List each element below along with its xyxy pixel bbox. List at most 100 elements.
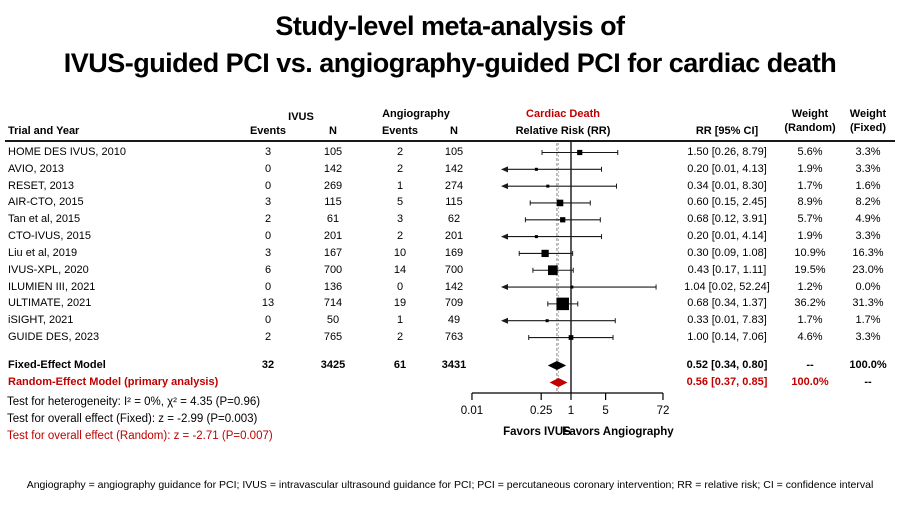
ivus-n: 115: [324, 196, 342, 209]
trial-name: ULTIMATE, 2021: [8, 297, 92, 310]
ivus-events: 0: [264, 162, 272, 175]
plot-header-relative-risk: Relative Risk (RR): [515, 125, 611, 137]
group-header-ivus: IVUS: [288, 111, 314, 123]
abbreviations-footnote: Angiography = angiography guidance for P…: [26, 479, 874, 491]
column-header-angio-events: Events: [381, 125, 419, 137]
trial-name: GUIDE DES, 2023: [8, 331, 100, 344]
weight-fixed: 1.6%: [855, 179, 881, 192]
column-header-ivus-n: N: [329, 125, 337, 137]
angio-events: 2: [396, 162, 404, 175]
page-title: Study-level meta-analysis of IVUS-guided…: [0, 8, 900, 82]
rr-ci: 0.20 [0.01, 4.13]: [687, 162, 767, 175]
weight-random: 1.9%: [797, 162, 823, 175]
angio-events: 1: [396, 314, 404, 327]
weight-random-header-top: Weight: [791, 108, 829, 120]
trial-name: AVIO, 2013: [8, 162, 65, 175]
rr-ci: 0.30 [0.09, 1.08]: [687, 246, 767, 259]
angio-n: 49: [447, 314, 461, 327]
ivus-n: 201: [323, 230, 343, 243]
table-row: Tan et al, 2015 2 61 3 62 0.68 [0.12, 3.91] 5.…: [0, 211, 900, 228]
trial-name: iSIGHT, 2021: [8, 314, 74, 327]
trial-name: AIR-CTO, 2015: [8, 196, 84, 209]
table-row: CTO-IVUS, 2015 0 201 2 201 0.20 [0.01, 4.14] 1…: [0, 228, 900, 245]
weight-fixed: 23.0%: [852, 263, 884, 276]
ivus-events: 3: [264, 246, 272, 259]
weight-fixed: 1.7%: [855, 314, 881, 327]
weight-fixed: 3.3%: [855, 162, 881, 175]
angio-events: 5: [396, 196, 404, 209]
weight-fixed: 0.0%: [855, 280, 881, 293]
angio-events: 2: [396, 146, 404, 158]
angio-events: 61: [393, 359, 407, 371]
weight-fixed-header-top: Weight: [849, 108, 887, 120]
angio-events: 19: [393, 297, 407, 310]
angio-n: 709: [444, 297, 464, 310]
weight-random: 1.7%: [797, 179, 823, 192]
angio-n: 763: [444, 331, 464, 344]
ivus-events: 6: [264, 263, 272, 276]
angio-events: 10: [393, 246, 407, 259]
ivus-events: 0: [264, 314, 272, 327]
weight-random: 36.2%: [794, 297, 826, 310]
axis-tick-label: 0.01: [461, 405, 483, 417]
rr-ci: 0.68 [0.12, 3.91]: [687, 213, 767, 226]
weight-fixed-header-bottom: (Fixed): [849, 122, 887, 134]
table-row: HOME DES IVUS, 2010 3 105 2 105 1.50 [0.26, 8…: [0, 144, 900, 161]
table-row: RESET, 2013 0 269 1 274 0.34 [0.01, 8.30] 1.7%…: [0, 178, 900, 195]
group-header-angiography: Angiography: [382, 108, 450, 120]
table-row: iSIGHT, 2021 0 50 1 49 0.33 [0.01, 7.83] 1.7% 1…: [0, 312, 900, 329]
title-line-1: Study-level meta-analysis of: [275, 11, 625, 41]
trial-name: IVUS-XPL, 2020: [8, 263, 89, 276]
rr-ci: 0.20 [0.01, 4.14]: [687, 230, 767, 243]
table-row: AIR-CTO, 2015 3 115 5 115 0.60 [0.15, 2.45] 8.…: [0, 194, 900, 211]
trial-name: CTO-IVUS, 2015: [8, 230, 91, 243]
angio-n: 115: [445, 196, 463, 209]
ivus-n: 3425: [320, 359, 346, 371]
angio-n: 142: [444, 162, 464, 175]
ivus-events: 32: [261, 359, 275, 371]
ivus-n: 136: [323, 280, 343, 293]
axis-tick-label: 0.25: [530, 405, 552, 417]
table-row: IVUS-XPL, 2020 6 700 14 700 0.43 [0.17, 1.11]…: [0, 262, 900, 279]
ivus-n: 700: [323, 263, 343, 276]
angio-n: 274: [444, 179, 464, 192]
header-rule: [5, 140, 895, 142]
table-row: AVIO, 2013 0 142 2 142 0.20 [0.01, 4.13] 1.9% 3…: [0, 161, 900, 178]
angio-n: 700: [444, 263, 464, 276]
rr-ci: 0.52 [0.34, 0.80]: [686, 359, 768, 371]
weight-random: 10.9%: [794, 246, 826, 259]
weight-fixed: 3.3%: [855, 230, 881, 243]
table-row: ULTIMATE, 2021 13 714 19 709 0.68 [0.34, 1.37…: [0, 295, 900, 312]
test-overall-fixed: Test for overall effect (Fixed): z = -2.…: [7, 413, 258, 425]
angio-n: 105: [444, 146, 464, 158]
weight-random: 1.2%: [797, 280, 823, 293]
weight-random: 1.7%: [797, 314, 823, 327]
weight-fixed: 3.3%: [855, 331, 881, 344]
weight-fixed: 16.3%: [852, 246, 884, 259]
trial-name: Liu et al, 2019: [8, 246, 78, 259]
ivus-events: 3: [264, 146, 272, 158]
trial-name: ILUMIEN III, 2021: [8, 280, 96, 293]
axis-tick-label: 5: [602, 405, 608, 417]
angio-n: 169: [444, 246, 464, 259]
weight-random: --: [806, 359, 814, 371]
column-header-angio-n: N: [450, 125, 458, 137]
favors-ivus-label: Favors IVUS: [503, 426, 571, 438]
angio-n: 3431: [441, 359, 467, 371]
axis-tick-label: 72: [657, 405, 670, 417]
table-row: ILUMIEN III, 2021 0 136 0 142 1.04 [0.02, 52.…: [0, 279, 900, 296]
weight-random: 100.0%: [791, 376, 829, 388]
column-header-ivus-events: Events: [249, 125, 287, 137]
ivus-n: 167: [323, 246, 343, 259]
weight-fixed: 31.3%: [852, 297, 884, 310]
angio-n: 62: [447, 213, 461, 226]
weight-fixed: 4.9%: [855, 213, 881, 226]
trial-name: RESET, 2013: [8, 179, 75, 192]
ivus-n: 269: [323, 179, 343, 192]
weight-random: 5.7%: [797, 213, 823, 226]
rr-ci: 0.33 [0.01, 7.83]: [687, 314, 767, 327]
angio-events: 2: [396, 331, 404, 344]
table-row: Liu et al, 2019 3 167 10 169 0.30 [0.09, 1.08…: [0, 245, 900, 262]
ivus-events: 3: [264, 196, 272, 209]
